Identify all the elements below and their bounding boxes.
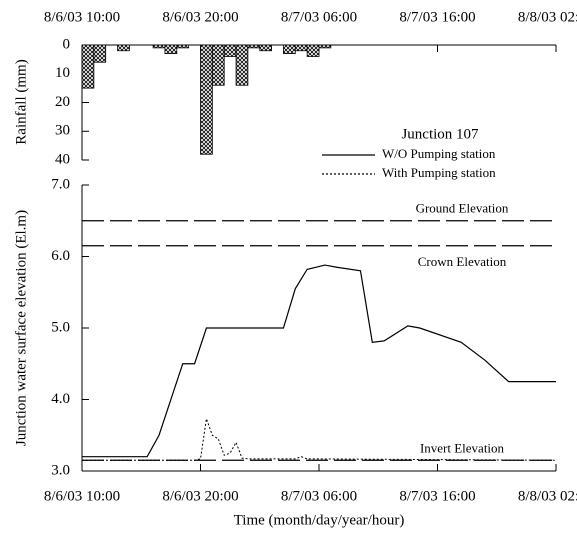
y-tick-label: 20 [55,94,70,110]
rain-bar [176,44,190,49]
rain-bar [247,44,261,49]
x-tick-label: 8/8/03 02:00 [518,488,577,504]
y-tick-label: 6.0 [51,248,70,264]
x-tick-label: 8/7/03 16:00 [399,488,475,504]
legend-label: W/O Pumping station [382,146,496,161]
x-tick-label: 8/8/03 02:00 [518,9,577,25]
series-line [82,264,556,458]
x-tick-label: 8/6/03 20:00 [162,9,238,25]
y-tick-label: 3.0 [51,462,70,478]
y-tick-label: 30 [55,123,70,139]
rain-y-label: Rainfall (mm) [13,59,29,144]
rain-bar [294,44,308,52]
rain-bar [211,44,225,86]
y-tick-label: 5.0 [51,319,70,335]
x-tick-label: 8/6/03 10:00 [44,488,120,504]
rain-bar [164,44,178,55]
rain-bar [318,44,332,49]
x-axis-label: Time (month/day/year/hour) [234,512,405,528]
rain-bar [93,44,107,63]
rain-bar [200,44,213,155]
y-tick-label: 0 [63,36,71,52]
x-tick-label: 8/6/03 20:00 [162,488,238,504]
legend-label: With Pumping station [382,165,496,180]
rain-bar [81,44,95,89]
elev-y-label: Junction water surface elevation (El.m) [13,210,29,446]
x-tick-label: 8/6/03 10:00 [44,9,120,25]
rain-bar [235,44,249,86]
y-tick-label: 7.0 [51,176,70,192]
y-tick-label: 10 [55,65,70,81]
rain-bar [306,44,320,57]
rain-bar [223,44,237,57]
reference-label: Crown Elevation [418,254,507,269]
rain-bar [259,44,273,52]
x-tick-label: 8/7/03 16:00 [399,9,475,25]
reference-label: Invert Elevation [420,440,505,455]
y-tick-label: 4.0 [51,391,70,407]
y-tick-label: 40 [55,151,70,167]
rain-bar [152,44,166,49]
series-line [82,418,557,461]
rain-bar [117,44,130,52]
x-tick-label: 8/7/03 06:00 [281,488,357,504]
x-tick-label: 8/7/03 06:00 [281,9,357,25]
legend-title: Junction 107 [401,126,479,142]
reference-label: Ground Elevation [416,201,509,216]
rain-bar [283,44,296,55]
